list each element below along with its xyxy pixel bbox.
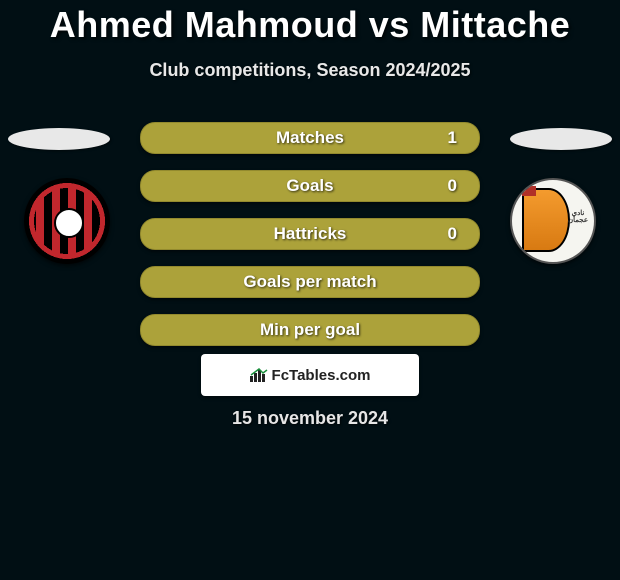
fctables-watermark: FcTables.com <box>201 354 419 396</box>
flag-icon <box>522 186 536 196</box>
stat-value-right: 0 <box>448 171 457 201</box>
stat-label: Goals per match <box>243 272 376 291</box>
swoosh-icon <box>522 188 570 252</box>
stat-value-right: 1 <box>448 123 457 153</box>
stat-value-right: 0 <box>448 219 457 249</box>
football-icon <box>54 208 84 238</box>
crest-text: ناديعجمان <box>568 210 588 224</box>
stat-bar-list: Matches 1 Goals 0 Hattricks 0 Goals per … <box>140 122 480 362</box>
fctables-logo: FcTables.com <box>250 367 371 384</box>
stat-bar-matches: Matches 1 <box>140 122 480 154</box>
left-player-oval <box>8 128 110 150</box>
bars-icon <box>250 368 268 382</box>
page-title: Ahmed Mahmoud vs Mittache <box>0 0 620 46</box>
stat-label: Goals <box>286 176 333 195</box>
stat-bar-goals-per-match: Goals per match <box>140 266 480 298</box>
stat-bar-hattricks: Hattricks 0 <box>140 218 480 250</box>
fctables-label: FcTables.com <box>272 367 371 384</box>
right-player-oval <box>510 128 612 150</box>
subtitle: Club competitions, Season 2024/2025 <box>0 60 620 81</box>
stat-label: Matches <box>276 128 344 147</box>
stat-label: Min per goal <box>260 320 360 339</box>
comparison-infographic: { "title": "Ahmed Mahmoud vs Mittache", … <box>0 0 620 580</box>
stat-bar-min-per-goal: Min per goal <box>140 314 480 346</box>
date-label: 15 november 2024 <box>0 408 620 429</box>
left-team-crest <box>24 178 110 264</box>
stat-bar-goals: Goals 0 <box>140 170 480 202</box>
right-team-crest: ناديعجمان <box>510 178 596 264</box>
stat-label: Hattricks <box>274 224 347 243</box>
